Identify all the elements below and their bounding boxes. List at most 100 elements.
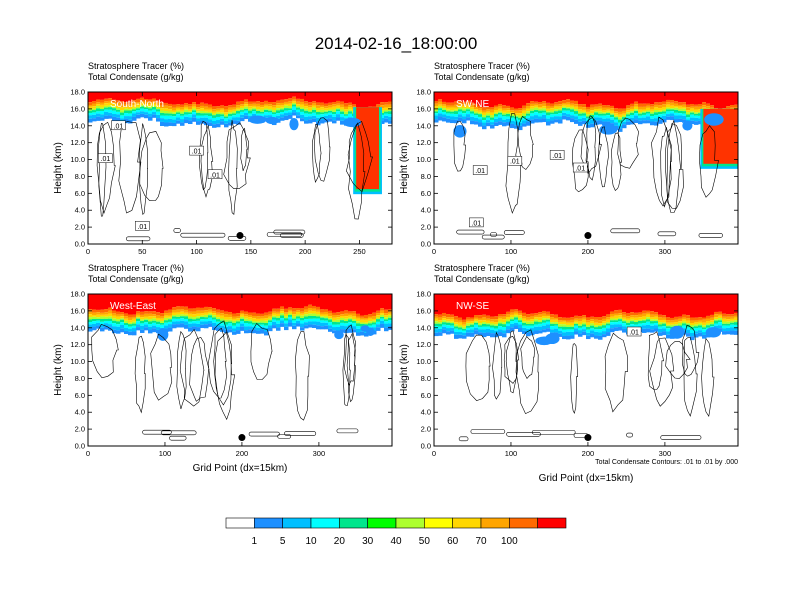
tracer-band: [236, 326, 241, 331]
tracer-band: [180, 314, 185, 317]
tracer-band-red: [128, 92, 133, 102]
tracer-band: [212, 326, 217, 331]
lowlevel-contour: [266, 232, 302, 237]
tracer-band: [586, 116, 591, 119]
tracer-band: [690, 111, 695, 113]
tracer-band: [208, 317, 213, 321]
tracer-band: [328, 316, 333, 319]
tracer-band: [442, 114, 447, 118]
tracer-band: [574, 106, 579, 110]
tracer-band: [650, 106, 655, 110]
tracer-band: [602, 107, 607, 111]
panel-title-line1: Stratosphere Tracer (%): [434, 61, 530, 71]
tracer-band-red: [264, 92, 269, 101]
tracer-band-red: [208, 92, 213, 105]
tracer-band: [478, 325, 483, 327]
tracer-band: [462, 113, 467, 117]
tracer-band: [180, 318, 185, 321]
tracer-band: [124, 330, 129, 334]
tracer-band: [614, 119, 619, 123]
tracer-band: [494, 118, 499, 123]
tracer-band: [256, 316, 261, 319]
y-tick-label: 0.0: [75, 240, 85, 249]
tracer-band: [216, 314, 221, 318]
tracer-band: [164, 102, 169, 106]
tracer-band: [184, 306, 189, 310]
tracer-band: [582, 111, 587, 114]
tracer-band: [364, 319, 369, 323]
tracer-band: [550, 106, 555, 109]
contour-label-box: [549, 150, 565, 160]
tracer-band: [586, 326, 591, 330]
tracer-band: [212, 106, 217, 110]
tracer-band: [204, 310, 209, 313]
tracer-band: [446, 317, 451, 320]
tracer-band: [594, 108, 599, 112]
tracer-band: [364, 324, 369, 327]
tracer-band-red: [642, 92, 647, 104]
tracer-band-red: [200, 294, 205, 308]
tracer-band-red: [554, 92, 559, 103]
tracer-band: [252, 111, 257, 114]
tracer-band: [128, 119, 133, 124]
condensate-contour: [571, 129, 589, 193]
tracer-band: [570, 105, 575, 108]
tracer-band: [388, 104, 392, 108]
tracer-band-red: [316, 294, 321, 307]
tracer-band: [614, 324, 619, 328]
tracer-band: [268, 108, 273, 111]
tracer-band: [438, 332, 443, 336]
tracer-band: [634, 320, 639, 323]
tracer-band: [594, 329, 599, 332]
tracer-band: [212, 120, 217, 125]
tracer-band: [546, 118, 551, 122]
tracer-band: [590, 321, 595, 324]
tracer-band: [578, 118, 583, 122]
tracer-band: [486, 320, 491, 324]
tracer-band-red: [312, 92, 317, 102]
tracer-band: [618, 125, 623, 129]
tracer-band: [682, 104, 687, 107]
tracer-band: [534, 109, 539, 113]
tracer-band: [538, 326, 543, 331]
tracer-band: [698, 325, 703, 328]
tracer-band: [312, 305, 317, 309]
tracer-band: [376, 327, 381, 331]
tracer-band: [438, 328, 443, 333]
tracer-band: [196, 313, 201, 317]
tracer-band: [682, 319, 687, 322]
tracer-band: [602, 113, 607, 116]
tracer-band: [256, 109, 261, 111]
tracer-band: [510, 327, 515, 332]
tracer-band: [678, 108, 683, 111]
tracer-band-red: [352, 294, 357, 312]
tracer-band: [116, 108, 121, 110]
tracer-band: [490, 107, 495, 110]
tracer-band-red: [554, 294, 559, 315]
tracer-band: [276, 105, 281, 109]
tracer-band-red: [384, 294, 389, 310]
tracer-band: [522, 123, 527, 127]
condensate-contour: [666, 123, 684, 209]
tracer-band: [328, 318, 333, 320]
tracer-band: [196, 112, 201, 116]
y-tick-label: 18.0: [70, 88, 85, 97]
tracer-band-red: [634, 294, 639, 313]
tracer-band: [558, 116, 563, 120]
tracer-band: [360, 322, 365, 324]
tracer-band: [598, 103, 603, 107]
tracer-band-red: [124, 294, 129, 314]
tracer-band: [462, 119, 467, 124]
tracer-band: [450, 102, 455, 106]
tracer-band: [208, 313, 213, 316]
tracer-band: [292, 316, 297, 319]
tracer-band: [498, 321, 503, 324]
tracer-band: [132, 316, 137, 319]
tracer-band: [686, 107, 691, 111]
tracer-band: [482, 326, 487, 330]
y-axis-label: Height (km): [399, 142, 410, 194]
tracer-band: [506, 116, 511, 119]
tracer-band: [622, 323, 627, 327]
tracer-band: [542, 101, 547, 104]
tracer-band: [116, 321, 121, 325]
